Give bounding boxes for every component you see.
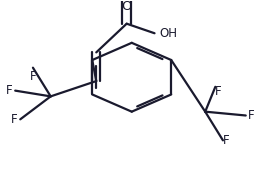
- Text: F: F: [248, 109, 255, 122]
- Text: F: F: [223, 134, 230, 147]
- Text: F: F: [215, 85, 222, 98]
- Text: F: F: [11, 113, 18, 126]
- Text: F: F: [30, 70, 36, 83]
- Text: O: O: [121, 0, 132, 13]
- Text: F: F: [6, 84, 13, 97]
- Text: OH: OH: [159, 27, 178, 40]
